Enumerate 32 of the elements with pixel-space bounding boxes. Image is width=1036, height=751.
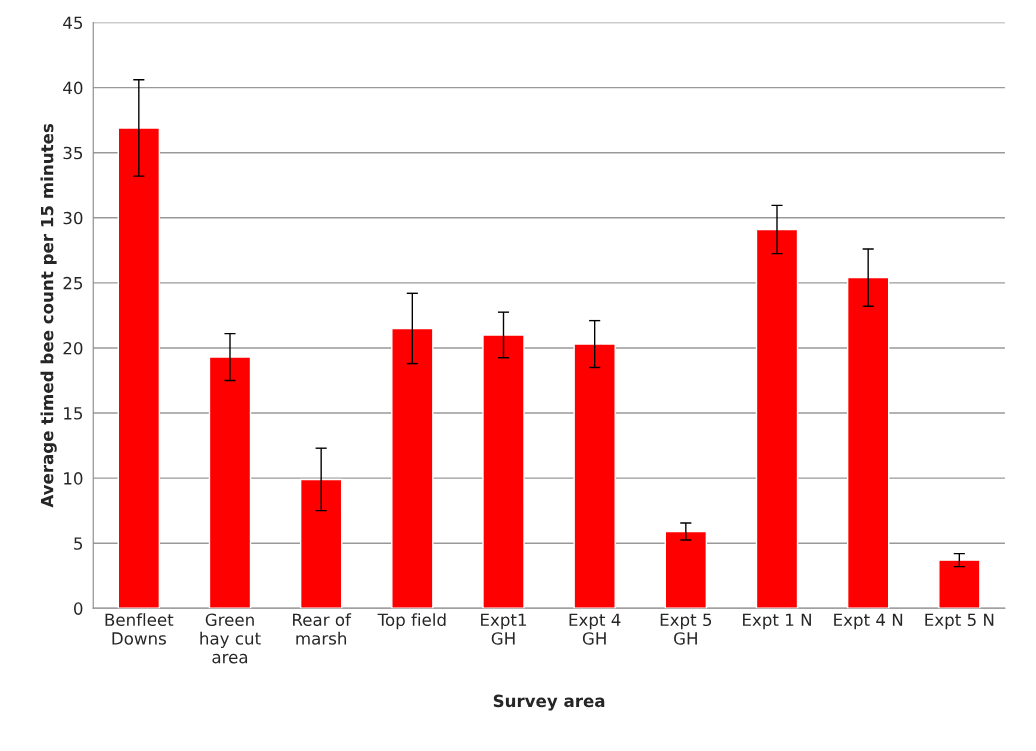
y-tick-label: 10	[64, 472, 83, 485]
y-tick-label: 0	[74, 602, 83, 615]
x-tick-label: Benfleet Downs	[105, 613, 174, 645]
bar	[391, 327, 434, 609]
x-tick-label: Expt 1 N	[743, 613, 811, 630]
y-tick-label: 30	[63, 211, 83, 225]
y-tick-label: 20	[63, 341, 83, 355]
y-tick-label: 45	[63, 16, 83, 30]
x-axis-title: Survey area	[493, 694, 605, 711]
bar	[117, 127, 161, 609]
x-tick-label: Expt1 GH	[481, 613, 527, 645]
y-tick-label: 15	[64, 407, 83, 420]
bar	[208, 356, 252, 609]
x-tick-label: Top field	[377, 613, 446, 630]
x-tick-label: Rear of marsh	[293, 613, 352, 645]
bar	[299, 478, 343, 609]
x-tick-label: Expt 4 N	[834, 613, 903, 630]
x-tick-label: Expt 4 GH	[569, 613, 621, 645]
x-tick-label: Green hay cut area	[200, 613, 261, 664]
y-axis-title: Average timed bee count per 15 minutes	[40, 123, 57, 508]
x-tick-label: Expt 5 GH	[660, 613, 712, 645]
bar	[846, 276, 890, 609]
bar	[664, 530, 708, 609]
bar	[938, 559, 981, 609]
y-tick-label: 35	[63, 146, 83, 160]
bar	[482, 334, 525, 609]
y-tick-label: 25	[63, 276, 83, 290]
y-tick-label: 40	[63, 81, 83, 95]
y-tick-label: 5	[74, 537, 83, 550]
bar	[573, 343, 616, 609]
x-tick-label: Expt 5 N	[925, 613, 994, 630]
bar	[755, 228, 799, 609]
